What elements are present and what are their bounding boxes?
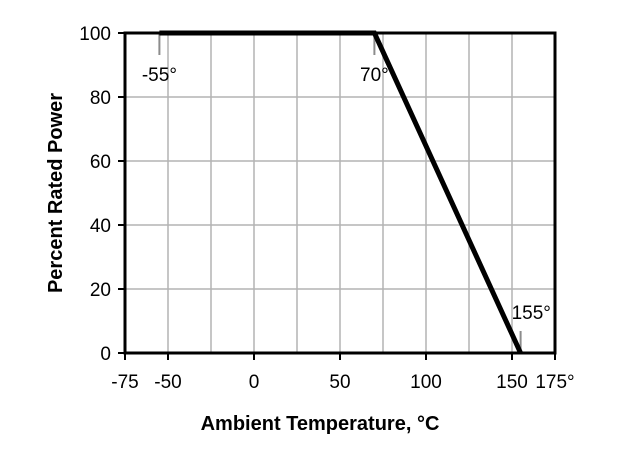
x-tick-label: 0 (249, 372, 260, 393)
annotation-label: 70° (360, 65, 389, 86)
x-tick-label: 100 (410, 372, 442, 393)
x-tick-label: -75 (111, 372, 138, 393)
annotation-labels: -55° 70° 155° (142, 65, 551, 324)
y-tick-label: 40 (90, 216, 111, 237)
annotation-label: -55° (142, 65, 177, 86)
tick-labels: -75 -50 0 50 100 150 175° 0 20 40 60 80 100 (79, 24, 574, 393)
x-axis-title: Ambient Temperature, °C (201, 413, 440, 435)
y-axis-title: Percent Rated Power (45, 93, 67, 293)
x-tick-label: 50 (329, 372, 350, 393)
x-tick-label: -50 (154, 372, 181, 393)
tick-marks (118, 32, 556, 360)
grid-lines (125, 33, 555, 353)
x-tick-label: 175° (535, 372, 574, 393)
annotation-label: 155° (512, 303, 551, 324)
y-tick-label: 100 (79, 24, 111, 45)
y-tick-label: 0 (100, 344, 111, 365)
y-tick-label: 60 (90, 152, 111, 173)
x-tick-label: 150 (496, 372, 528, 393)
y-tick-label: 80 (90, 88, 111, 109)
y-tick-label: 20 (90, 280, 111, 301)
